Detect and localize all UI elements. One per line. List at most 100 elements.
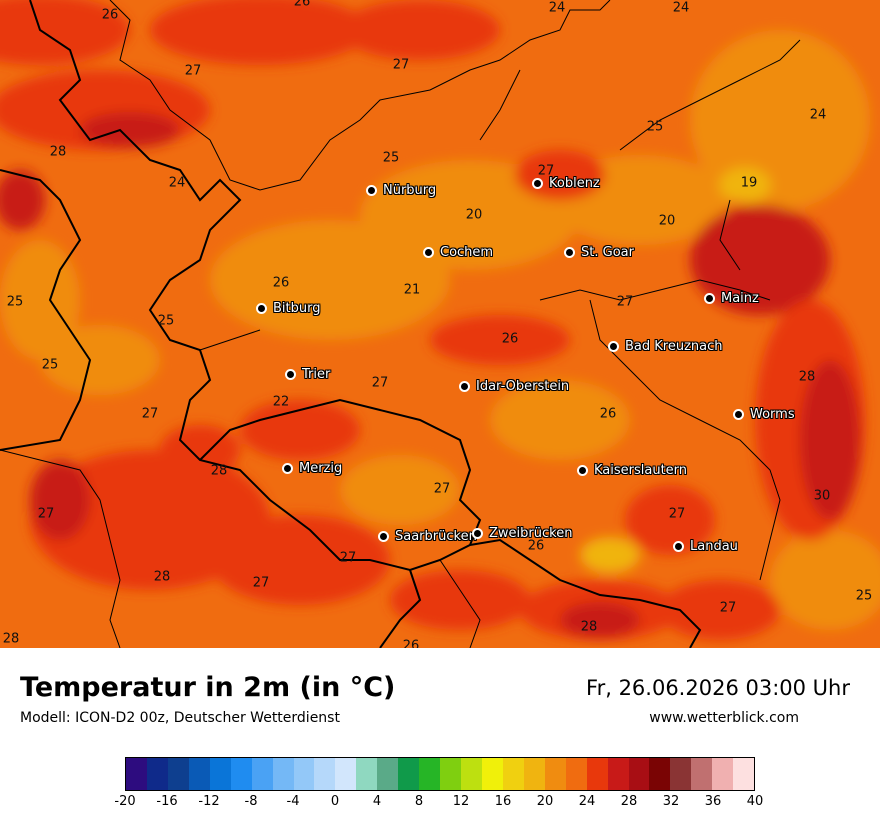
city-marker-worms: Worms bbox=[733, 406, 795, 422]
city-dot-icon bbox=[532, 177, 543, 189]
city-dot-icon bbox=[366, 184, 377, 196]
map-title: Temperatur in 2m (in °C) bbox=[20, 672, 396, 703]
city-dot-icon bbox=[733, 408, 744, 420]
temperature-value: 27 bbox=[141, 406, 159, 422]
temperature-value: 28 bbox=[2, 631, 20, 647]
city-label: Cochem bbox=[440, 244, 494, 260]
temperature-value: 27 bbox=[719, 600, 737, 616]
temperature-value: 27 bbox=[184, 63, 202, 79]
color-swatch bbox=[733, 758, 755, 790]
city-marker-saarbruecken: Saarbrücken bbox=[378, 528, 477, 544]
city-label: Landau bbox=[690, 538, 738, 554]
city-dot-icon bbox=[472, 527, 483, 539]
temperature-value: 24 bbox=[168, 175, 186, 191]
temperature-value: 22 bbox=[272, 394, 290, 410]
city-label: Nürburg bbox=[383, 182, 437, 198]
city-dot-icon bbox=[577, 464, 588, 476]
scale-tick-label: 0 bbox=[330, 794, 340, 809]
temperature-value: 27 bbox=[371, 375, 389, 391]
color-swatch bbox=[126, 758, 147, 790]
color-swatch bbox=[712, 758, 734, 790]
temperature-value: 26 bbox=[293, 0, 311, 10]
temperature-value: 21 bbox=[403, 282, 421, 298]
temperature-value: 25 bbox=[157, 313, 175, 329]
color-swatch bbox=[544, 758, 566, 790]
city-label: Koblenz bbox=[549, 175, 600, 191]
map-background bbox=[0, 0, 880, 648]
color-swatch bbox=[628, 758, 650, 790]
scale-tick-label: -16 bbox=[156, 794, 178, 809]
forecast-datetime: Fr, 26.06.2026 03:00 Uhr bbox=[586, 676, 850, 700]
color-swatch bbox=[691, 758, 713, 790]
color-scale-ticks: -20 -16 -12 -8 -4 0 4 8 12 16 20 24 28 32 36 40 bbox=[114, 794, 763, 814]
color-swatch bbox=[356, 758, 378, 790]
color-swatch bbox=[649, 758, 671, 790]
temperature-value: 27 bbox=[252, 575, 270, 591]
color-swatch bbox=[293, 758, 315, 790]
temperature-value: 28 bbox=[580, 619, 598, 635]
city-marker-st-goar: St. Goar bbox=[564, 244, 634, 260]
color-swatch bbox=[523, 758, 545, 790]
temperature-value: 28 bbox=[798, 369, 816, 385]
scale-tick-label: 40 bbox=[746, 794, 764, 809]
color-swatch bbox=[398, 758, 420, 790]
city-dot-icon bbox=[378, 530, 389, 542]
color-swatch bbox=[419, 758, 441, 790]
temperature-value: 26 bbox=[101, 7, 119, 23]
city-label: Zweibrücken bbox=[489, 525, 573, 541]
temperature-value: 26 bbox=[527, 538, 545, 554]
temperature-value: 27 bbox=[668, 506, 686, 522]
city-marker-idar-oberstein: Idar-Oberstein bbox=[459, 378, 569, 394]
temperature-value: 26 bbox=[402, 638, 420, 649]
city-marker-bad-kreuznach: Bad Kreuznach bbox=[608, 338, 723, 354]
scale-tick-label: 20 bbox=[536, 794, 554, 809]
scale-tick-label: 12 bbox=[452, 794, 470, 809]
city-dot-icon bbox=[256, 302, 267, 314]
color-swatch bbox=[586, 758, 608, 790]
city-dot-icon bbox=[423, 246, 434, 258]
scale-tick-label: 36 bbox=[704, 794, 722, 809]
temperature-map: Nürburg Koblenz Cochem St. Goar Mainz Bi… bbox=[0, 0, 880, 648]
color-swatch bbox=[461, 758, 482, 790]
color-swatch bbox=[314, 758, 336, 790]
color-swatch bbox=[209, 758, 231, 790]
temperature-value: 26 bbox=[599, 406, 617, 422]
city-label: Worms bbox=[750, 406, 795, 422]
scale-tick-label: 4 bbox=[372, 794, 382, 809]
color-swatch bbox=[251, 758, 273, 790]
scale-tick-label: 16 bbox=[494, 794, 512, 809]
city-label: Bad Kreuznach bbox=[625, 338, 723, 354]
city-marker-mainz: Mainz bbox=[704, 290, 759, 306]
city-dot-icon bbox=[285, 368, 296, 380]
temperature-value: 25 bbox=[41, 357, 59, 373]
temperature-value: 30 bbox=[813, 488, 831, 504]
city-marker-bitburg: Bitburg bbox=[256, 300, 321, 316]
temperature-value: 25 bbox=[855, 588, 873, 604]
color-swatch bbox=[167, 758, 189, 790]
color-swatch bbox=[607, 758, 629, 790]
temperature-value: 25 bbox=[382, 150, 400, 166]
color-swatch bbox=[565, 758, 587, 790]
city-marker-zweibruecken: Zweibrücken bbox=[472, 525, 573, 541]
temperature-value: 24 bbox=[672, 0, 690, 16]
city-dot-icon bbox=[282, 462, 293, 474]
color-swatch bbox=[146, 758, 168, 790]
color-swatch bbox=[335, 758, 357, 790]
legend-panel: Temperatur in 2m (in °C) Modell: ICON-D2… bbox=[0, 648, 880, 830]
city-label: St. Goar bbox=[581, 244, 634, 260]
temperature-value: 25 bbox=[6, 294, 24, 310]
model-source: Modell: ICON-D2 00z, Deutscher Wetterdie… bbox=[20, 710, 340, 726]
city-dot-icon bbox=[673, 540, 684, 552]
city-dot-icon bbox=[608, 340, 619, 352]
color-swatch bbox=[481, 758, 503, 790]
temperature-value: 26 bbox=[501, 331, 519, 347]
color-swatch bbox=[502, 758, 524, 790]
color-swatch bbox=[440, 758, 461, 790]
color-swatch bbox=[670, 758, 692, 790]
temperature-value: 27 bbox=[616, 294, 634, 310]
city-dot-icon bbox=[704, 292, 715, 304]
website-link[interactable]: www.wetterblick.com bbox=[649, 710, 799, 726]
color-swatch bbox=[230, 758, 252, 790]
city-label: Bitburg bbox=[273, 300, 321, 316]
city-label: Saarbrücken bbox=[395, 528, 477, 544]
